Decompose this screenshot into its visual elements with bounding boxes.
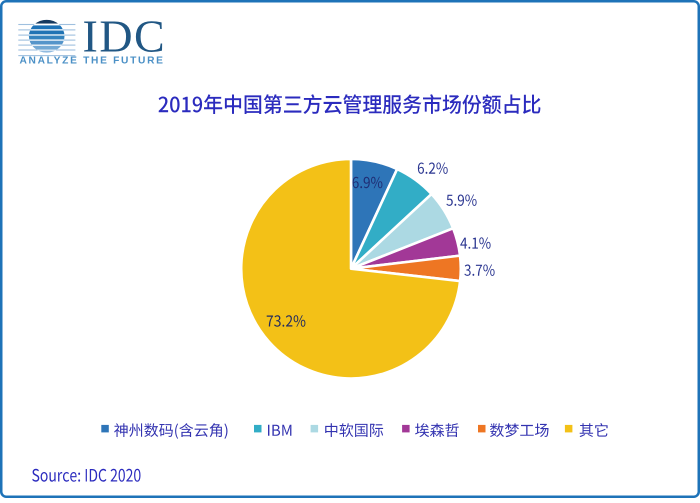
svg-text:ANALYZE THE FUTURE: ANALYZE THE FUTURE bbox=[20, 56, 165, 67]
svg-text:IDC: IDC bbox=[83, 10, 167, 61]
